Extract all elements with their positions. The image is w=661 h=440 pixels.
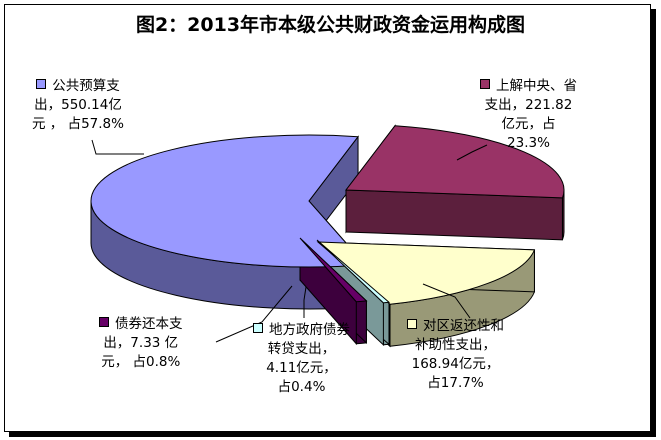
data-label-line: 债券还本支 [99, 315, 183, 334]
legend-key-fanhuan [407, 319, 417, 329]
legend-key-gonggong [36, 79, 47, 89]
pie-tops [90, 125, 565, 305]
data-label-text: 4.11亿元， [266, 360, 337, 376]
data-label-text: 亿元，占 [501, 116, 556, 132]
data-label-text: 上解中央、省 [496, 78, 577, 94]
data-label-line: 公共预算支 [32, 77, 124, 96]
data-label-line: 转贷支出， [253, 340, 350, 359]
data-label-zhaiquan: 地方政府债券 转贷支出， 4.11亿元， 占0.4% [253, 321, 350, 397]
data-label-text: 债券还本支 [115, 316, 183, 332]
data-label-fanhuan: 对区返还性和补助性支出， 168.94亿元， 占17.7% [407, 317, 504, 393]
data-label-text: 对区返还性和 [423, 318, 504, 334]
data-label-text: 转贷支出， [267, 341, 336, 357]
data-label-text: 168.94亿元， [411, 356, 500, 372]
data-label-text: 补助性支出， [415, 337, 496, 353]
data-label-line: 出，7.33 亿 [99, 334, 183, 353]
data-label-line: 168.94亿元， [407, 355, 504, 374]
legend-key-zhaiquan [253, 323, 263, 333]
data-label-text: 占0.4% [277, 379, 326, 395]
slice-gonggong [90, 134, 367, 268]
data-label-text: 元 ， 占57.8% [32, 116, 124, 132]
data-label-line: 补助性支出， [407, 336, 504, 355]
data-label-line: 元 ， 占57.8% [32, 115, 124, 134]
data-label-text: 占17.7% [427, 375, 484, 391]
slice-cut-shangjie-1 [345, 189, 563, 241]
data-label-line: 对区返还性和 [407, 317, 504, 336]
slice-shangjie [345, 125, 565, 199]
data-label-text: 出，550.14亿 [34, 97, 122, 113]
slice-huanben [299, 237, 368, 303]
data-label-line: 元， 占0.8% [99, 353, 183, 372]
legend-key-huanben [99, 317, 109, 327]
data-label-line: 上解中央、省 [480, 77, 577, 96]
data-label-line: 23.3% [480, 134, 577, 153]
data-label-text: 出，7.33 亿 [103, 335, 179, 351]
leader-zhaiquan [303, 286, 307, 318]
data-label-text: 支出，221.82 [484, 97, 573, 113]
data-label-huanben: 债券还本支出，7.33 亿元， 占0.8% [99, 315, 183, 372]
data-label-text: 地方政府债券 [269, 322, 350, 338]
data-label-line: 出，550.14亿 [32, 96, 124, 115]
leader-lines [91, 139, 488, 343]
data-label-line: 支出，221.82 [480, 96, 577, 115]
data-label-gonggong: 公共预算支出，550.14亿元 ， 占57.8% [32, 77, 124, 134]
data-label-text: 23.3% [507, 135, 550, 151]
data-label-text: 公共预算支 [52, 78, 120, 94]
data-label-line: 地方政府债券 [253, 321, 350, 340]
legend-key-shangjie [480, 79, 490, 89]
data-label-line: 占17.7% [407, 374, 504, 393]
leader-huanben [215, 285, 293, 343]
chart-title: 图2：2013年市本级公共财政资金运用构成图 [135, 14, 526, 36]
leader-gonggong [91, 139, 144, 155]
data-label-line: 占0.4% [253, 378, 350, 397]
data-label-line: 4.11亿元， [253, 359, 350, 378]
data-label-text: 元， 占0.8% [101, 354, 181, 370]
data-label-shangjie: 上解中央、省支出，221.82 亿元，占 23.3% [480, 77, 577, 153]
slice-zhaiquan [316, 239, 391, 304]
leader-fanhuan [422, 283, 471, 319]
leader-shangjie [456, 144, 488, 161]
data-label-line: 亿元，占 [480, 115, 577, 134]
